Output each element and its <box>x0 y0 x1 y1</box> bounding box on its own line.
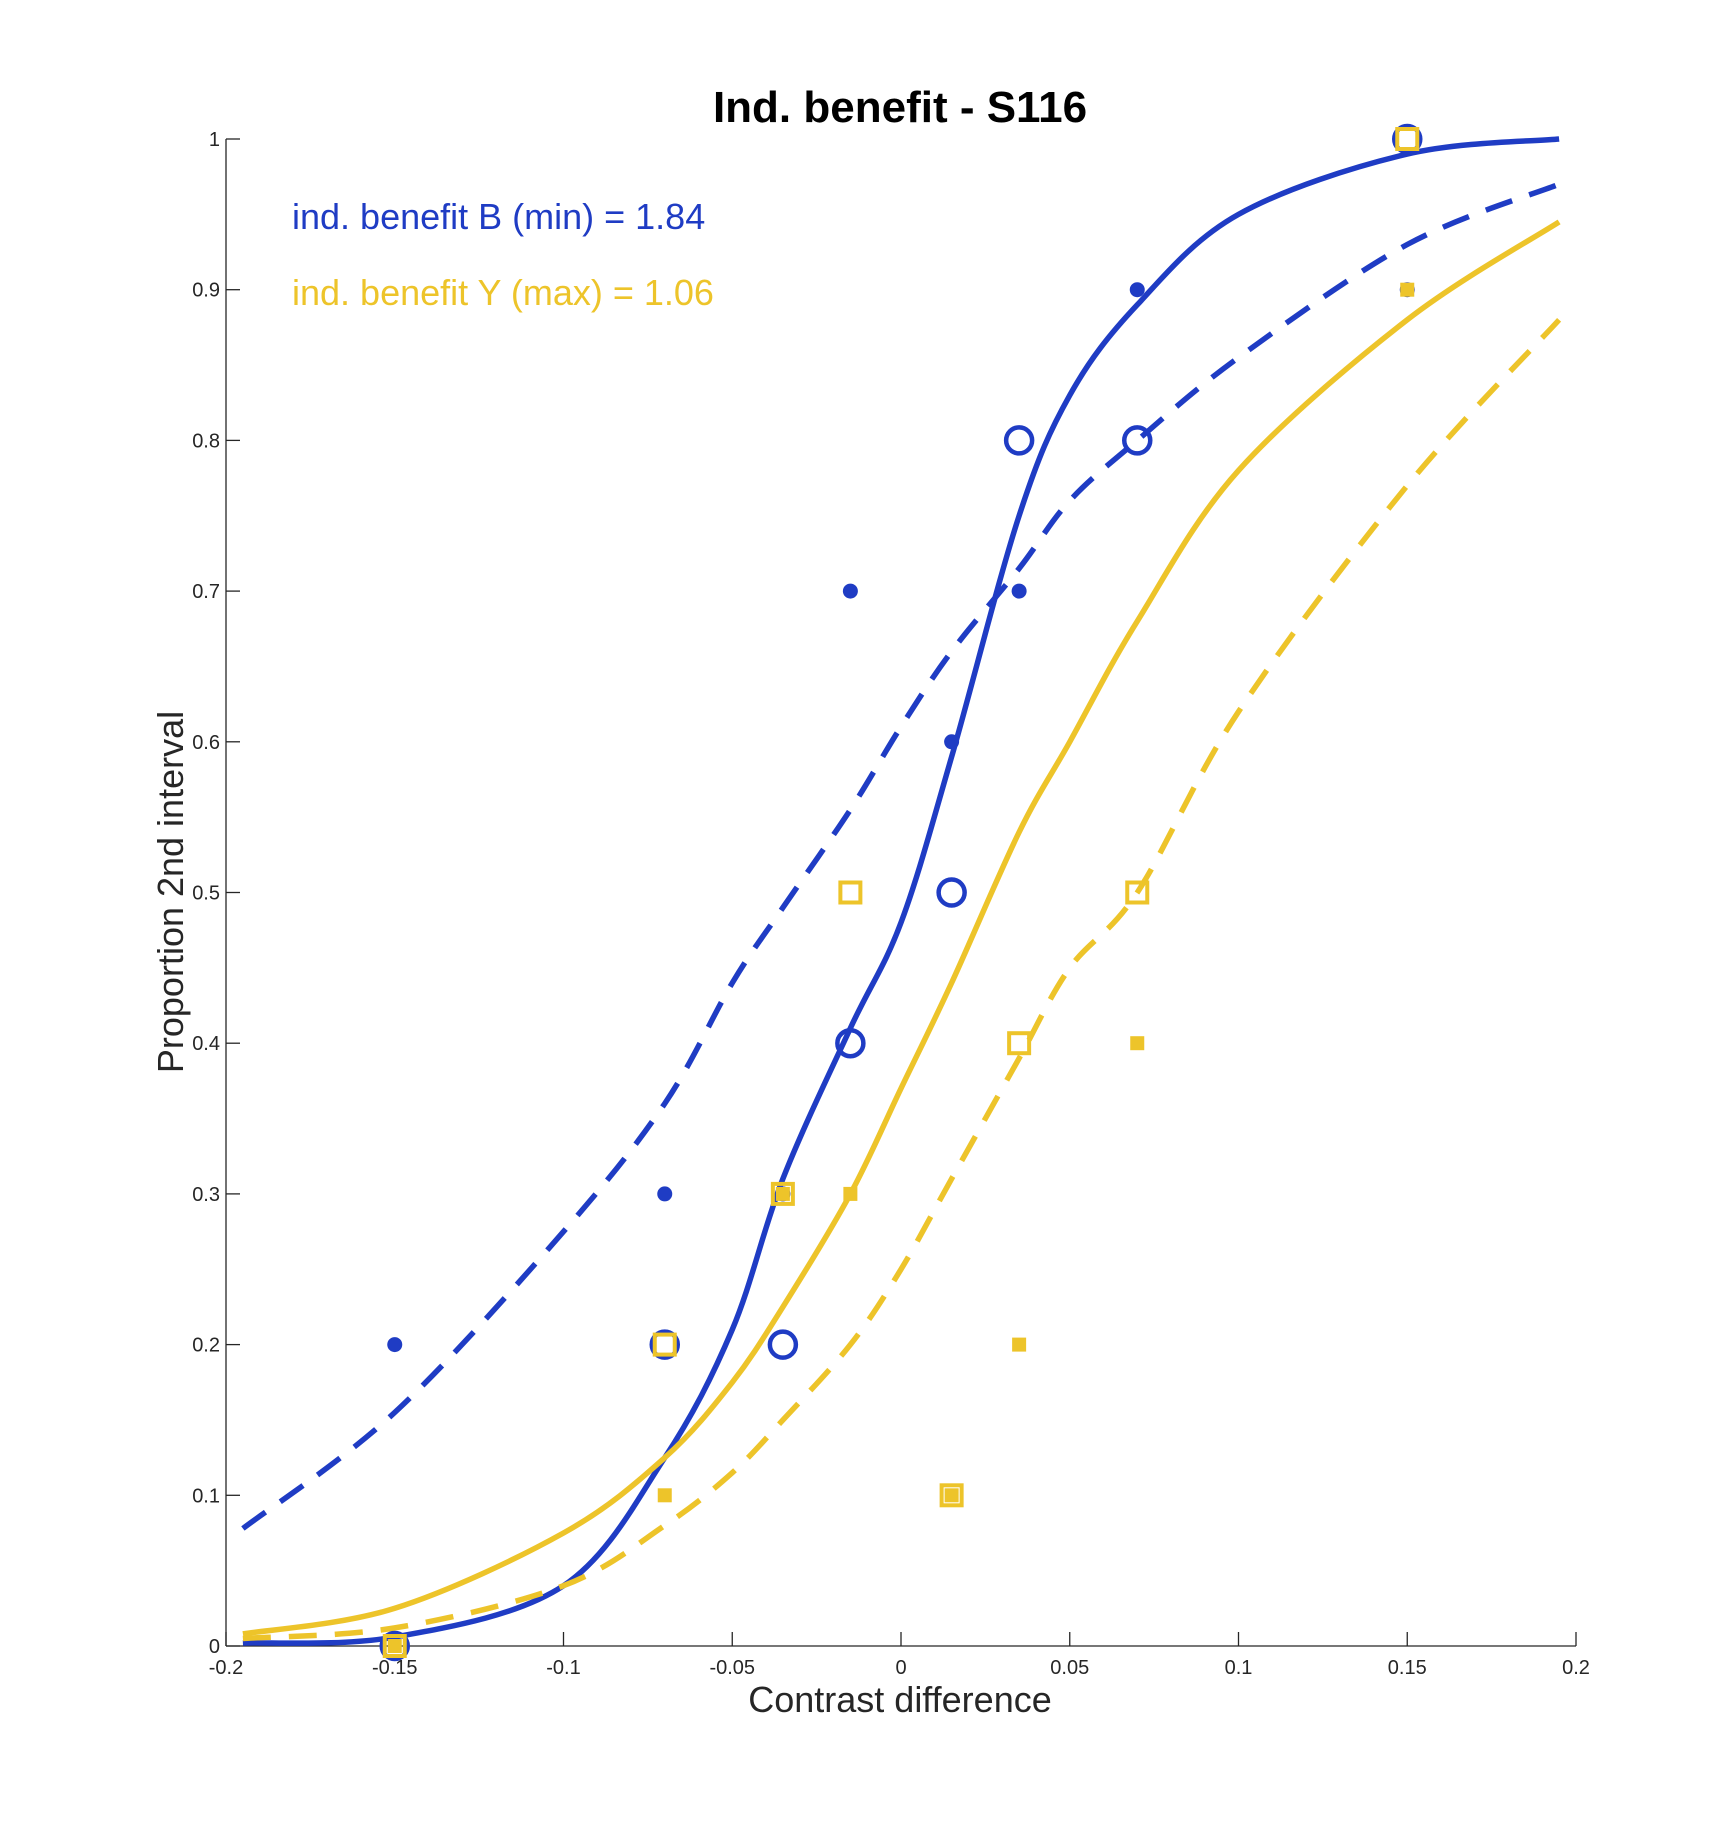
data-point-open-square <box>1007 1031 1032 1056</box>
fitted-curves <box>241 136 1562 1646</box>
x-tick-label: -0.15 <box>372 1657 418 1679</box>
x-tick-label: -0.1 <box>546 1657 580 1679</box>
data-point-open-square <box>1125 880 1150 905</box>
data-point-square <box>1130 1036 1145 1051</box>
x-tick-label: -0.2 <box>209 1657 243 1679</box>
data-point-square <box>843 1186 858 1201</box>
data-point-square <box>1012 1337 1027 1352</box>
data-point-square <box>944 1488 959 1503</box>
data-point-open-square <box>382 1634 407 1658</box>
data-point-dot <box>842 583 858 599</box>
y-tick-label: 0.3 <box>192 1184 220 1206</box>
data-point-dot <box>1011 583 1027 599</box>
data-point-square <box>387 1639 402 1653</box>
y-tick-label: 0.6 <box>192 732 220 754</box>
data-point-open-circle <box>835 1027 866 1059</box>
y-tick-label: 0 <box>209 1636 220 1658</box>
data-point-dot <box>1129 282 1145 298</box>
axes: -0.2 -0.15 -0.1 -0.05 0 0.05 0.1 0.15 0.2 0 0.1 0.2… <box>192 129 1590 1679</box>
data-point-open-square <box>770 1181 795 1206</box>
x-tick-label: 0 <box>895 1657 906 1679</box>
y-tick-label: 1 <box>209 129 220 151</box>
x-tick-label: 0.05 <box>1050 1657 1089 1679</box>
y-tick-label: 0.2 <box>192 1335 220 1357</box>
data-point-open-circle <box>1122 425 1153 456</box>
data-point-open-square <box>652 1332 677 1357</box>
y-tick-label: 0.7 <box>192 581 220 603</box>
data-point-square <box>1400 282 1415 297</box>
data-point-open-circle <box>1392 123 1423 155</box>
fit-curve-dashed <box>242 317 1562 1642</box>
fit-curve-solid <box>242 219 1561 1637</box>
data-markers <box>379 123 1423 1662</box>
y-axis-label: Proportion 2nd interval <box>150 711 191 1073</box>
data-point-open-square <box>838 880 863 905</box>
x-axis-label: Contrast difference <box>748 1679 1052 1720</box>
y-tick-label: 0.4 <box>192 1033 220 1055</box>
data-point-open-circle <box>1003 425 1035 456</box>
x-tick-label: 0.15 <box>1388 1657 1427 1679</box>
y-tick-label: 0.9 <box>192 280 220 302</box>
fit-curve-dashed <box>241 181 1561 1531</box>
annotation-benefit-b: ind. benefit B (min) = 1.84 <box>292 196 705 237</box>
data-point-square <box>775 1186 790 1201</box>
data-point-dot <box>657 1186 673 1202</box>
data-point-open-circle <box>649 1329 680 1360</box>
data-point-square <box>657 1488 672 1503</box>
data-point-open-square <box>939 1483 964 1508</box>
fit-curve-solid <box>242 136 1560 1646</box>
x-tick-label: 0.1 <box>1225 1657 1253 1679</box>
data-point-dot <box>944 734 960 750</box>
chart-title: Ind. benefit - S116 <box>713 83 1087 132</box>
data-point-open-circle <box>936 877 967 908</box>
data-point-open-circle <box>379 1630 410 1662</box>
data-point-open-circle <box>767 1329 799 1360</box>
y-tick-label: 0.5 <box>192 883 220 905</box>
x-tick-label: 0.2 <box>1562 1657 1590 1679</box>
y-tick-label: 0.1 <box>192 1485 220 1507</box>
x-tick-label: -0.05 <box>709 1657 755 1679</box>
data-point-dot <box>387 1337 403 1353</box>
data-point-open-square <box>1395 127 1420 151</box>
annotation-benefit-y: ind. benefit Y (max) = 1.06 <box>292 272 714 313</box>
y-tick-label: 0.8 <box>192 430 220 452</box>
